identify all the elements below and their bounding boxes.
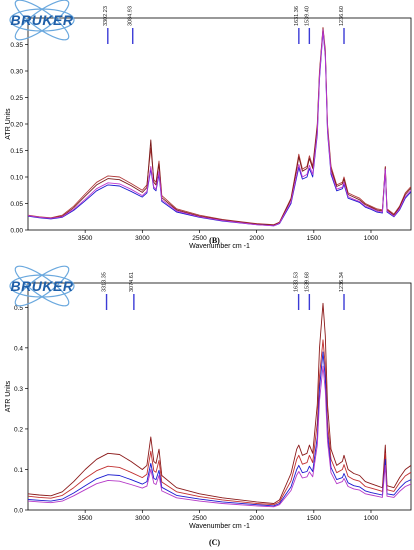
x-tick-label: 1000 (364, 235, 379, 242)
logo-orbit-tilted-b (14, 0, 70, 41)
bruker-logo: BRUKER (9, 0, 75, 41)
series-line-4 (28, 29, 411, 227)
y-tick-label: 0.15 (10, 148, 23, 155)
y-tick-label: 0.2 (14, 426, 23, 433)
peak-marker-label: 3302.23 (103, 6, 109, 26)
logo-text: BRUKER (11, 12, 74, 28)
x-tick-label: 1500 (307, 235, 322, 242)
y-tick-label: 0.25 (10, 95, 23, 102)
peak-marker: 1633.53 (294, 272, 300, 310)
series-line-1 (28, 302, 411, 504)
x-tick-label: 3500 (78, 515, 93, 522)
peak-marker-label: 1631.36 (294, 6, 300, 26)
peak-marker: 3084.93 (128, 6, 134, 44)
peak-marker: 3313.35 (102, 272, 108, 310)
chart-panel-c: 0.0 0.1 0.2 0.3 0.4 0.5 ATR Units 3500 3000 2500 2… (5, 265, 412, 547)
x-axis-label: Wavenumber cm -1 (189, 243, 250, 250)
peak-marker: 1539.40 (304, 6, 310, 44)
x-axis-label: Wavenumber cm -1 (189, 523, 250, 530)
series-line-3 (28, 351, 411, 507)
x-tick-label: 1500 (307, 515, 322, 522)
peak-marker-label: 1633.53 (294, 272, 300, 292)
logo-text: BRUKER (11, 278, 74, 294)
series-line-2 (28, 28, 411, 226)
peak-marker-label: 3313.35 (102, 272, 108, 292)
peak-marker-label: 3074.61 (129, 272, 135, 292)
bruker-logo: BRUKER (9, 265, 75, 307)
x-tick-label: 2000 (249, 235, 264, 242)
y-tick-label: 0.10 (10, 175, 23, 182)
logo-orbit-tilted-a (14, 0, 70, 41)
x-tick-label: 3000 (135, 515, 150, 522)
x-tick-label: 1000 (364, 515, 379, 522)
panel-caption: (C) (209, 538, 220, 547)
series-line-1 (28, 27, 411, 226)
logo-orbit-tilted-a (14, 265, 70, 307)
y-axis-label: ATR Units (5, 380, 12, 412)
y-tick-label: 0.05 (10, 201, 23, 208)
y-tick-label: 0.00 (10, 228, 23, 235)
peak-marker-label: 3084.93 (128, 6, 134, 26)
peak-marker: 1236.60 (339, 6, 345, 44)
y-axis-label: ATR Units (5, 108, 12, 140)
peak-marker: 1539.68 (304, 272, 310, 310)
x-tick-label: 2500 (192, 515, 207, 522)
y-tick-label: 0.20 (10, 122, 23, 129)
peak-marker-label: 1539.40 (304, 6, 310, 26)
peak-marker: 1631.36 (294, 6, 300, 44)
peak-marker: 3074.61 (129, 272, 135, 310)
x-tick-label: 3500 (78, 235, 93, 242)
peak-marker-label: 1236.60 (339, 6, 345, 26)
plot-frame (27, 282, 412, 511)
y-tick-label: 0.1 (14, 467, 23, 474)
peak-marker-label: 1236.34 (339, 272, 345, 292)
logo-orbit-tilted-b (14, 265, 70, 307)
series-line-4 (28, 365, 411, 508)
x-tick-label: 2000 (249, 515, 264, 522)
peak-marker: 1236.34 (339, 272, 345, 310)
y-tick-label: 0.4 (14, 345, 23, 352)
y-tick-label: 0.3 (14, 386, 23, 393)
peak-marker: 3302.23 (103, 6, 109, 44)
x-tick-label: 2500 (192, 235, 207, 242)
y-tick-label: 0.35 (10, 42, 23, 49)
series-line-2 (28, 339, 411, 506)
y-tick-label: 0.30 (10, 69, 23, 76)
peak-marker-label: 1539.68 (304, 272, 310, 292)
panel-caption: (B) (209, 236, 220, 245)
plot-frame (27, 17, 412, 231)
y-tick-label: 0.0 (14, 508, 23, 515)
y-tick-label: 0.5 (14, 305, 23, 312)
series-line-3 (28, 30, 411, 227)
x-tick-label: 3000 (135, 235, 150, 242)
chart-panel-b: 0.00 0.05 0.10 0.15 0.20 0.25 0.30 0.35 ATR Unit… (5, 0, 412, 250)
